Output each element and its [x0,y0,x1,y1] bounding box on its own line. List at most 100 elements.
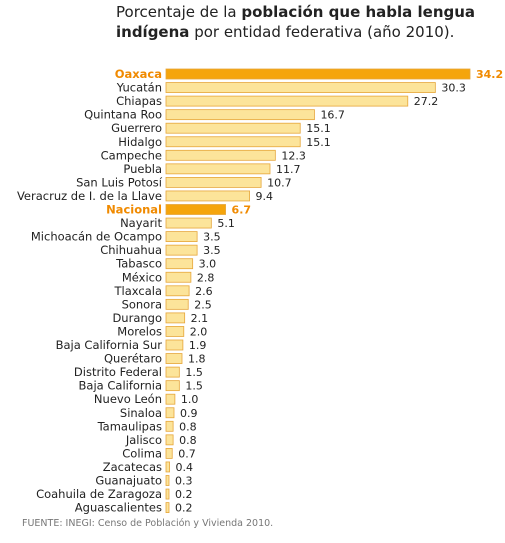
bar-oaxaca [165,68,471,80]
bar-chart: Oaxaca 34.2 Yucatán 30.3 Chiapas 27.2 Quintana… [17,67,503,515]
category-label-zacatecas: Zacatecas [103,460,162,474]
category-label-morelos: Morelos [117,324,162,338]
value-label-campeche: 12.3 [281,149,306,162]
value-label-morelos: 2.0 [190,325,208,338]
category-label-nuevo-leon: Nuevo León [94,392,162,406]
value-label-hidalgo: 15.1 [306,136,331,149]
category-label-nacional: Nacional [106,203,162,217]
bar-zacatecas [165,461,170,473]
bar-mexico [165,271,192,283]
bar-nuevo-leon [165,393,176,405]
bar-coahuila-de-zaragoza [165,488,170,500]
source-note: FUENTE: INEGI: Censo de Población y Vivi… [22,518,274,529]
category-label-michoacan-de-ocampo: Michoacán de Ocampo [31,230,162,244]
value-label-guanajuato: 0.3 [175,475,193,488]
bar-durango [165,312,186,324]
value-label-tlaxcala: 2.6 [195,285,213,298]
value-label-aguascalientes: 0.2 [175,502,193,515]
bar-tamaulipas [165,420,174,432]
chart-title-emphasis: población que habla lengua indígena [116,3,476,41]
bar-yucatan [165,82,436,93]
value-label-distrito-federal: 1.5 [185,366,203,379]
category-label-yucatan: Yucatán [116,81,162,95]
bar-distrito-federal [165,366,180,378]
bar-nacional [165,204,226,215]
category-label-nayarit: Nayarit [120,216,162,230]
category-label-chihuahua: Chihuahua [100,243,162,257]
value-label-baja-california-sur: 1.9 [189,339,207,352]
value-label-puebla: 11.7 [276,163,301,176]
value-label-queretaro: 1.8 [188,353,206,366]
value-label-jalisco: 0.8 [179,434,197,447]
category-label-guerrero: Guerrero [111,121,162,135]
bar-morelos [165,326,185,337]
bar-baja-california-sur [165,339,184,351]
category-label-tamaulipas: Tamaulipas [97,419,162,433]
category-label-mexico: México [122,270,162,284]
chart-title-part: Porcentaje de la [116,3,242,21]
bar-guanajuato [165,475,170,486]
bar-chihuahua [165,244,198,256]
category-label-colima: Colima [122,446,162,460]
bar-jalisco [165,434,174,446]
category-label-jalisco: Jalisco [125,433,162,447]
value-label-guerrero: 15.1 [306,122,331,135]
bar-chiapas [165,95,409,107]
category-label-chiapas: Chiapas [116,94,162,108]
bar-tabasco [165,258,194,270]
value-label-nayarit: 5.1 [217,217,235,230]
value-label-sonora: 2.5 [194,298,212,311]
category-label-distrito-federal: Distrito Federal [74,365,162,379]
category-label-queretaro: Querétaro [104,352,162,366]
value-label-san-luis-potosi: 10.7 [267,176,292,189]
value-label-michoacan-de-ocampo: 3.5 [203,231,221,244]
chart-title: Porcentaje de la población que habla len… [116,2,496,42]
value-label-nacional: 6.7 [232,204,252,217]
category-label-quintana-roo: Quintana Roo [84,108,162,122]
value-label-tabasco: 3.0 [199,258,217,271]
bar-campeche [165,149,276,161]
value-label-yucatan: 30.3 [441,82,466,95]
value-label-chihuahua: 3.5 [203,244,221,257]
bar-quintana-roo [165,109,315,121]
category-label-coahuila-de-zaragoza: Coahuila de Zaragoza [36,487,162,501]
bar-hidalgo [165,136,301,148]
category-label-campeche: Campeche [101,148,162,162]
bar-colima [165,447,173,459]
category-label-durango: Durango [112,311,162,325]
category-label-sinaloa: Sinaloa [120,406,162,420]
bar-guerrero [165,122,301,134]
value-label-durango: 2.1 [191,312,209,325]
value-label-mexico: 2.8 [197,271,215,284]
category-label-hidalgo: Hidalgo [118,135,162,149]
bar-san-luis-potosi [165,176,262,188]
value-label-baja-california: 1.5 [185,380,203,393]
category-label-oaxaca: Oaxaca [115,67,162,81]
value-label-tamaulipas: 0.8 [179,420,197,433]
bar-michoacan-de-ocampo [165,231,198,243]
value-label-zacatecas: 0.4 [176,461,194,474]
chart-title-part: por entidad federativa (año 2010). [189,23,455,41]
category-label-tlaxcala: Tlaxcala [114,284,162,298]
value-label-sinaloa: 0.9 [180,407,198,420]
value-label-nuevo-leon: 1.0 [181,393,199,406]
category-label-tabasco: Tabasco [115,257,162,271]
category-label-sonora: Sonora [122,297,162,311]
category-label-baja-california-sur: Baja California Sur [56,338,163,352]
bar-sonora [165,298,189,310]
bar-veracruz-de-i-de-la-llave [165,190,250,202]
bar-puebla [165,163,271,175]
bar-baja-california [165,380,180,392]
value-label-colima: 0.7 [178,447,196,460]
value-label-veracruz-de-i-de-la-llave: 9.4 [256,190,273,203]
value-label-coahuila-de-zaragoza: 0.2 [175,488,193,501]
bar-aguascalientes [165,502,170,514]
category-label-puebla: Puebla [123,162,162,176]
category-label-guanajuato: Guanajuato [95,474,162,488]
value-label-oaxaca: 34.2 [476,68,503,81]
category-label-baja-california: Baja California [79,379,162,393]
bar-queretaro [165,353,183,364]
bar-tlaxcala [165,285,190,297]
value-label-quintana-roo: 16.7 [320,109,345,122]
category-label-san-luis-potosi: San Luis Potosí [76,175,163,189]
